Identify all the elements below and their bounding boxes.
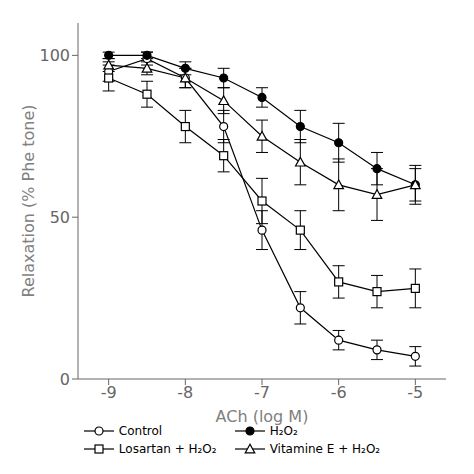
svg-text:-7: -7 <box>254 383 270 402</box>
html-text:Losartan + H₂O₂: Losartan + H₂O₂ <box>118 442 217 456</box>
svg-text:Relaxation (% Phe tone): Relaxation (% Phe tone) <box>19 104 38 297</box>
svg-text:100: 100 <box>39 46 70 65</box>
html-text:Vitamine E + H₂O₂: Vitamine E + H₂O₂ <box>269 442 381 456</box>
svg-text:-9: -9 <box>101 383 117 402</box>
html-text:H₂O₂: H₂O₂ <box>269 424 298 438</box>
svg-text:50: 50 <box>50 208 70 227</box>
svg-text:-5: -5 <box>407 383 423 402</box>
svg-text:0: 0 <box>60 370 70 389</box>
svg-text:ACh (log M): ACh (log M) <box>216 407 309 426</box>
html-text:Control: Control <box>118 424 163 438</box>
svg-text:-6: -6 <box>331 383 347 402</box>
svg-text:-8: -8 <box>177 383 193 402</box>
